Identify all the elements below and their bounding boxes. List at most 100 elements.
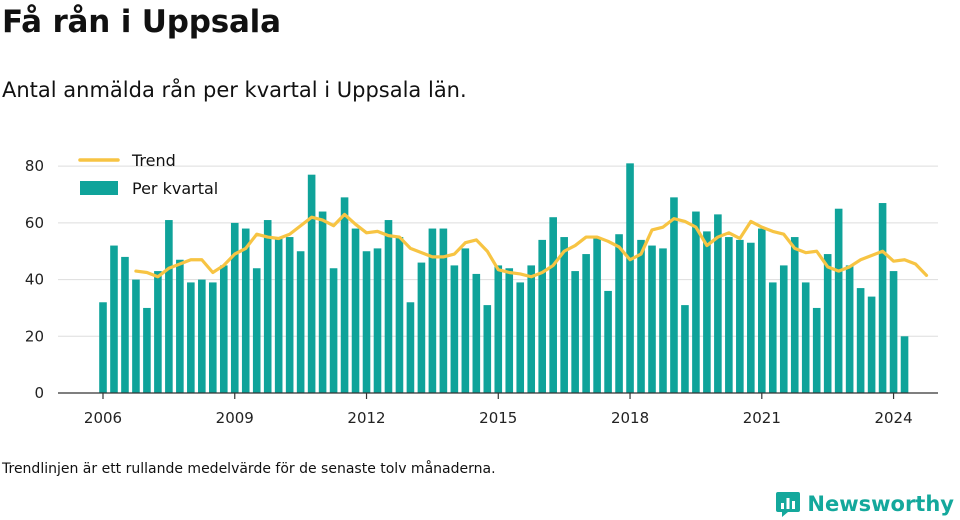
bar [132, 279, 140, 393]
bar [626, 163, 634, 393]
x-tick-label: 2015 [479, 409, 517, 427]
bar [714, 214, 722, 393]
bar [198, 279, 206, 393]
bar [187, 282, 195, 393]
bar [604, 290, 612, 393]
bar [307, 174, 316, 393]
bar [867, 296, 876, 393]
bar [439, 228, 448, 393]
bar [736, 239, 744, 393]
bar [527, 265, 536, 393]
bar [779, 265, 788, 393]
brand: Newsworthy [775, 488, 954, 520]
axes: 0 20 40 60 80 2006 2009 2012 2015 2018 2021 2024 [25, 157, 938, 427]
bar [395, 237, 404, 393]
newsworthy-chart-logo-icon [776, 492, 801, 517]
bar [900, 336, 909, 393]
bar [329, 268, 338, 393]
bar [582, 254, 590, 393]
footnote: Trendlinjen är ett rullande medelvärde f… [2, 461, 496, 477]
bar [450, 265, 459, 393]
bar [747, 242, 755, 393]
x-tick-label: 2021 [743, 409, 781, 427]
bar [121, 256, 129, 393]
legend-label-trend: Trend [131, 151, 176, 170]
bar [615, 234, 623, 393]
bar [428, 228, 437, 393]
bar [417, 262, 426, 393]
y-tick-label: 20 [25, 327, 44, 345]
bar [263, 220, 272, 393]
chart-title: Få rån i Uppsala [2, 4, 281, 40]
bar [768, 282, 777, 393]
legend-label-per-kvartal: Per kvartal [132, 179, 218, 198]
bar [165, 220, 173, 393]
x-tick-label: 2024 [874, 409, 912, 427]
bar [560, 237, 568, 393]
x-tick-label: 2006 [84, 409, 122, 427]
bar [154, 271, 162, 393]
bar [99, 302, 107, 393]
trend-line [134, 212, 929, 279]
brand-name: Newsworthy [807, 492, 954, 516]
y-tick-label: 60 [25, 214, 44, 232]
bar [758, 228, 766, 393]
bar [483, 305, 492, 393]
bar [790, 237, 799, 393]
bar [274, 237, 283, 393]
bar [725, 237, 733, 393]
x-tick-label: 2018 [611, 409, 649, 427]
legend: Trend Per kvartal [78, 151, 218, 198]
bar [285, 237, 294, 393]
bar [703, 231, 711, 393]
bar [538, 239, 546, 393]
bar [648, 245, 656, 393]
bar [670, 197, 678, 393]
bar [241, 228, 250, 393]
chart: 0 20 40 60 80 2006 2009 2012 2015 2018 2021 2024 Tr… [25, 151, 938, 427]
bar [461, 248, 470, 393]
y-tick-label: 0 [34, 384, 44, 402]
bar [823, 254, 832, 393]
bar [845, 265, 854, 393]
bars-per-kvartal [99, 163, 909, 393]
bar [571, 271, 579, 393]
bar [472, 273, 481, 393]
trend-line-layer [134, 212, 929, 279]
y-tick-label: 40 [25, 271, 44, 289]
bar [296, 251, 305, 393]
bar [692, 211, 700, 393]
bar [373, 248, 382, 393]
bar [659, 248, 667, 393]
bar [219, 265, 228, 393]
bar [176, 259, 184, 393]
bar [812, 307, 821, 393]
bar [362, 251, 371, 393]
chart-subtitle: Antal anmälda rån per kvartal i Uppsala … [2, 78, 467, 102]
x-tick-label: 2009 [216, 409, 254, 427]
bar [110, 245, 118, 393]
bar [505, 268, 514, 393]
bar [856, 288, 865, 393]
x-tick-label: 2012 [347, 409, 385, 427]
bar [340, 197, 349, 393]
bar [494, 265, 503, 393]
bar [637, 239, 645, 393]
bar [878, 203, 887, 393]
bar [834, 208, 843, 393]
bar [318, 211, 327, 393]
legend-swatch-per-kvartal [80, 181, 118, 195]
bar [143, 307, 151, 393]
bar [406, 302, 415, 393]
bar [593, 237, 601, 393]
bar [516, 282, 525, 393]
bar [549, 217, 557, 393]
bar [681, 305, 689, 393]
bar [230, 222, 239, 393]
bar [889, 271, 898, 393]
bar [384, 220, 393, 393]
bar [351, 228, 360, 393]
bar [801, 282, 810, 393]
bar [252, 268, 261, 393]
bar [209, 282, 217, 393]
